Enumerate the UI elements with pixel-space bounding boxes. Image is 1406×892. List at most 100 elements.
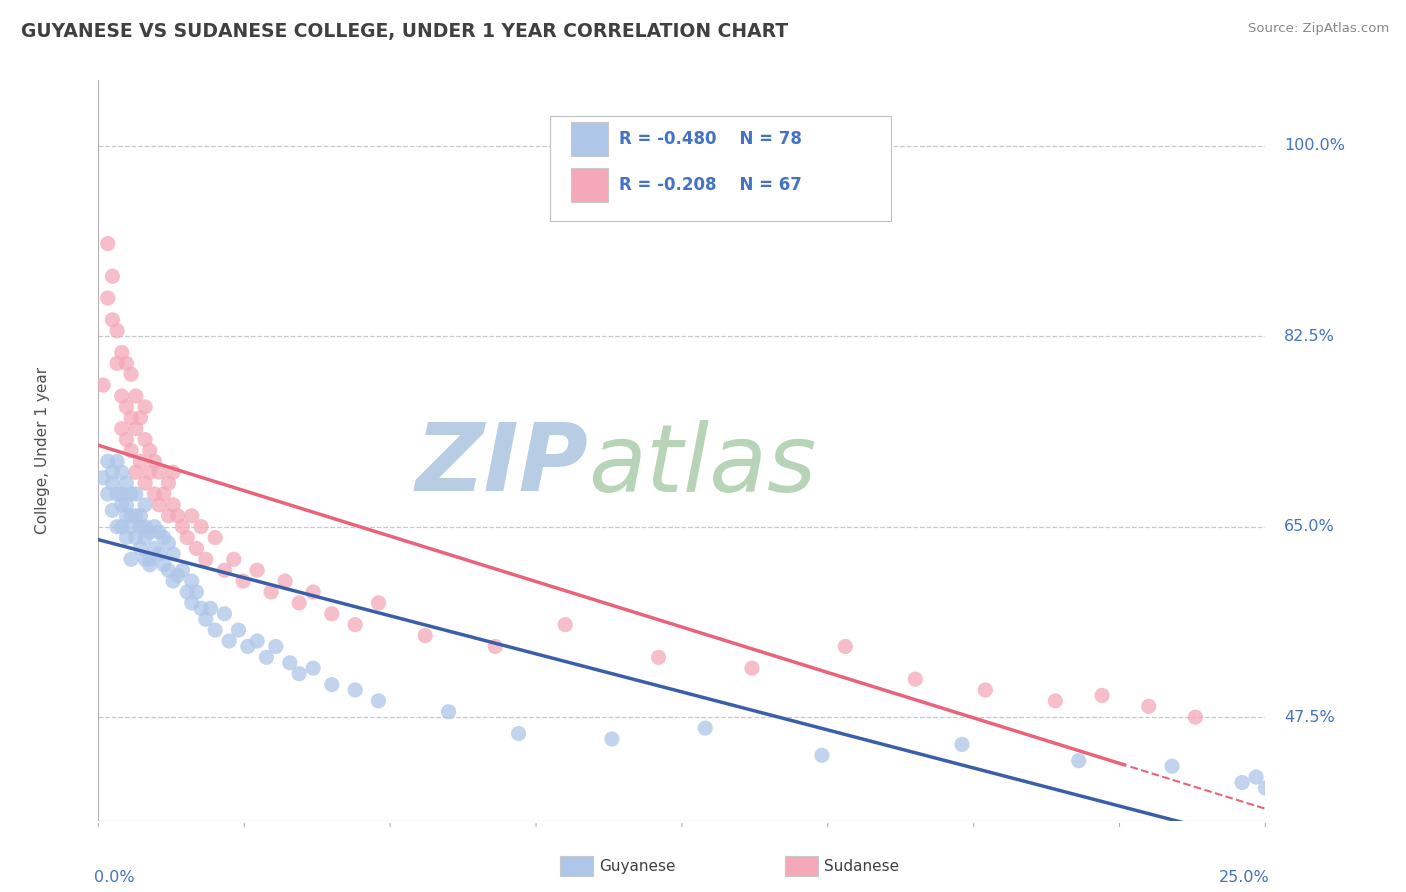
Point xyxy=(115,508,138,523)
Point xyxy=(200,601,222,615)
Point xyxy=(101,503,124,517)
Point xyxy=(176,585,198,599)
Point xyxy=(115,476,138,491)
Point xyxy=(204,531,226,545)
Text: ZIP: ZIP xyxy=(416,419,589,511)
Point xyxy=(246,634,269,648)
Point xyxy=(139,525,162,540)
Point xyxy=(97,236,120,251)
Point xyxy=(125,531,148,545)
Point xyxy=(120,443,142,458)
Point xyxy=(105,487,128,501)
Point xyxy=(120,519,142,533)
Point xyxy=(157,476,180,491)
Point xyxy=(554,617,576,632)
Point xyxy=(111,422,134,436)
Point xyxy=(162,498,184,512)
Point xyxy=(120,552,142,566)
Point xyxy=(1045,694,1067,708)
Point xyxy=(321,607,343,621)
Point xyxy=(950,738,973,752)
Point xyxy=(288,666,311,681)
Point xyxy=(186,541,208,556)
Point xyxy=(162,547,184,561)
Point xyxy=(260,585,283,599)
Text: College, Under 1 year: College, Under 1 year xyxy=(35,367,49,534)
Point xyxy=(228,623,250,637)
Point xyxy=(1161,759,1184,773)
Point xyxy=(344,683,367,698)
Text: Guyanese: Guyanese xyxy=(599,859,675,873)
Point xyxy=(152,487,174,501)
Point xyxy=(437,705,460,719)
Point xyxy=(232,574,254,588)
Point xyxy=(152,531,174,545)
Point xyxy=(1091,689,1114,703)
Point xyxy=(194,612,217,626)
Point xyxy=(166,568,188,582)
Point xyxy=(264,640,287,654)
Point xyxy=(186,585,208,599)
Point xyxy=(111,465,134,479)
Point xyxy=(134,531,156,545)
Point xyxy=(157,563,180,577)
Point xyxy=(274,574,297,588)
Point xyxy=(97,454,120,468)
Point xyxy=(111,487,134,501)
Point xyxy=(91,378,114,392)
Point xyxy=(148,547,170,561)
Point xyxy=(1254,780,1277,795)
Point xyxy=(143,454,166,468)
Point xyxy=(180,574,202,588)
Point xyxy=(101,476,124,491)
Point xyxy=(904,672,927,686)
Point xyxy=(129,508,152,523)
Point xyxy=(148,525,170,540)
Point xyxy=(302,585,325,599)
Point xyxy=(190,519,212,533)
Point xyxy=(834,640,856,654)
Point xyxy=(194,552,217,566)
Point xyxy=(1244,770,1267,784)
Point xyxy=(647,650,669,665)
Point xyxy=(214,563,236,577)
Point xyxy=(129,519,152,533)
Text: R = -0.480    N = 78: R = -0.480 N = 78 xyxy=(619,130,801,148)
Text: 0.0%: 0.0% xyxy=(94,870,135,885)
Point xyxy=(125,465,148,479)
Point xyxy=(180,596,202,610)
Point xyxy=(125,389,148,403)
Point xyxy=(111,345,134,359)
Point xyxy=(256,650,278,665)
Point xyxy=(166,508,188,523)
Point xyxy=(105,324,128,338)
Point xyxy=(157,536,180,550)
Point xyxy=(152,558,174,572)
Point xyxy=(111,519,134,533)
Point xyxy=(321,677,343,691)
Point xyxy=(741,661,763,675)
Point xyxy=(413,628,436,642)
Point xyxy=(101,269,124,284)
Point xyxy=(236,640,259,654)
Point xyxy=(367,694,389,708)
Point xyxy=(974,683,997,698)
Point xyxy=(214,607,236,621)
Point xyxy=(278,656,301,670)
Point xyxy=(1230,775,1253,789)
Text: 65.0%: 65.0% xyxy=(1284,519,1334,534)
Point xyxy=(222,552,245,566)
Text: 47.5%: 47.5% xyxy=(1284,710,1334,724)
Point xyxy=(129,410,152,425)
Text: R = -0.208    N = 67: R = -0.208 N = 67 xyxy=(619,176,801,194)
Point xyxy=(172,563,194,577)
Point xyxy=(600,731,623,746)
Point xyxy=(157,508,180,523)
Point xyxy=(143,487,166,501)
Point xyxy=(143,519,166,533)
Text: 100.0%: 100.0% xyxy=(1284,138,1346,153)
Point xyxy=(139,465,162,479)
Point xyxy=(125,422,148,436)
Point xyxy=(143,541,166,556)
Point xyxy=(115,356,138,370)
